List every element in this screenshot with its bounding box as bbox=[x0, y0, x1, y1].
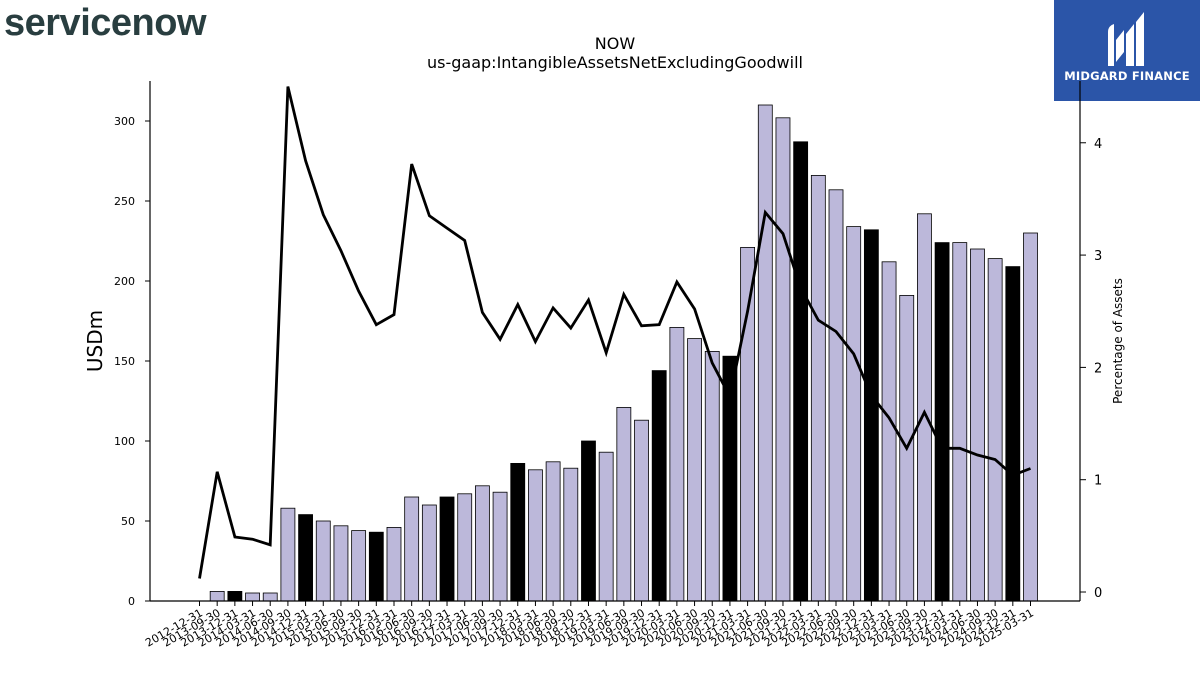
bar-2021-12-31 bbox=[793, 141, 809, 602]
chart-subtitle: us-gaap:IntangibleAssetsNetExcludingGood… bbox=[427, 53, 803, 72]
bar-2022-09-30 bbox=[846, 226, 862, 602]
bar-2016-06-30 bbox=[404, 496, 420, 602]
bar-2020-03-31 bbox=[669, 326, 685, 602]
bar-2019-12-31 bbox=[651, 370, 667, 602]
bar-2024-06-30 bbox=[970, 248, 985, 602]
bar-2022-06-30 bbox=[828, 189, 844, 602]
y-tick-label-150: 150 bbox=[114, 355, 135, 368]
y-axis-label: USDm bbox=[83, 310, 107, 372]
bar-2015-03-31 bbox=[315, 520, 331, 602]
bar-2023-09-30 bbox=[917, 213, 932, 602]
bar-2014-09-30 bbox=[280, 507, 296, 602]
bar-2022-12-31 bbox=[863, 229, 879, 602]
bar-2014-12-31 bbox=[298, 514, 313, 602]
publisher-name: MIDGARD FINANCE bbox=[1064, 69, 1190, 83]
bar-2024-03-31 bbox=[952, 242, 968, 602]
bar-2024-12-31 bbox=[1005, 266, 1021, 602]
bar-2024-09-30 bbox=[987, 258, 1003, 602]
bar-2021-03-31 bbox=[740, 246, 756, 602]
bar-2015-06-30 bbox=[333, 525, 349, 602]
bar-2018-03-31 bbox=[528, 469, 543, 602]
y-right-tick-label-4: 4 bbox=[1094, 137, 1102, 152]
bar-2017-09-30 bbox=[492, 491, 508, 602]
bar-2023-12-31 bbox=[934, 242, 950, 602]
midgard-finance-logo: MIDGARD FINANCE bbox=[1054, 0, 1200, 101]
midgard-emblem-icon bbox=[1108, 12, 1144, 66]
bar-2017-03-31 bbox=[457, 493, 473, 602]
y-right-tick-label-1: 1 bbox=[1094, 474, 1102, 489]
y-tick-label-100: 100 bbox=[114, 435, 135, 448]
percentage-of-assets-line bbox=[198, 86, 1031, 579]
bar-2014-03-31 bbox=[245, 592, 260, 602]
bar-2019-09-30 bbox=[634, 419, 649, 602]
servicenow-logo: servicenow bbox=[4, 2, 207, 44]
bar-2014-06-30 bbox=[262, 592, 278, 602]
bar-2019-03-31 bbox=[598, 451, 614, 602]
y-tick-label-250: 250 bbox=[114, 195, 135, 208]
bar-2025-03-31 bbox=[1023, 232, 1038, 602]
bar-2018-09-30 bbox=[563, 467, 579, 602]
bar-2016-09-30 bbox=[421, 504, 437, 602]
chart-title: NOW bbox=[595, 34, 636, 53]
bar-2015-09-30 bbox=[351, 530, 367, 602]
bar-2018-12-31 bbox=[581, 440, 596, 602]
bar-2015-12-31 bbox=[368, 531, 384, 602]
bar-2013-12-31 bbox=[227, 591, 243, 602]
bar-2023-03-31 bbox=[881, 261, 897, 602]
y-tick-label-50: 50 bbox=[121, 515, 135, 528]
y-tick-label-200: 200 bbox=[114, 275, 135, 288]
y-right-tick-label-0: 0 bbox=[1094, 586, 1102, 601]
bar-2021-06-30 bbox=[757, 104, 773, 602]
bar-2016-03-31 bbox=[386, 527, 402, 602]
bar-2018-06-30 bbox=[545, 461, 561, 602]
bar-2013-09-30 bbox=[209, 591, 225, 602]
bar-2016-12-31 bbox=[439, 496, 455, 602]
y-right-tick-label-3: 3 bbox=[1094, 249, 1102, 264]
bar-2017-12-31 bbox=[510, 462, 526, 602]
bar-2020-09-30 bbox=[704, 350, 720, 602]
y-tick-label-300: 300 bbox=[114, 115, 135, 128]
bar-2017-06-30 bbox=[474, 485, 490, 602]
y-tick-label-0: 0 bbox=[128, 595, 135, 608]
bar-2021-09-30 bbox=[775, 117, 791, 602]
bar-2019-06-30 bbox=[616, 406, 632, 602]
bar-2020-06-30 bbox=[687, 338, 702, 602]
bar-2022-03-31 bbox=[810, 174, 826, 602]
y-axis-right-label: Percentage of Assets bbox=[1111, 278, 1125, 404]
y-right-tick-label-2: 2 bbox=[1094, 361, 1102, 376]
